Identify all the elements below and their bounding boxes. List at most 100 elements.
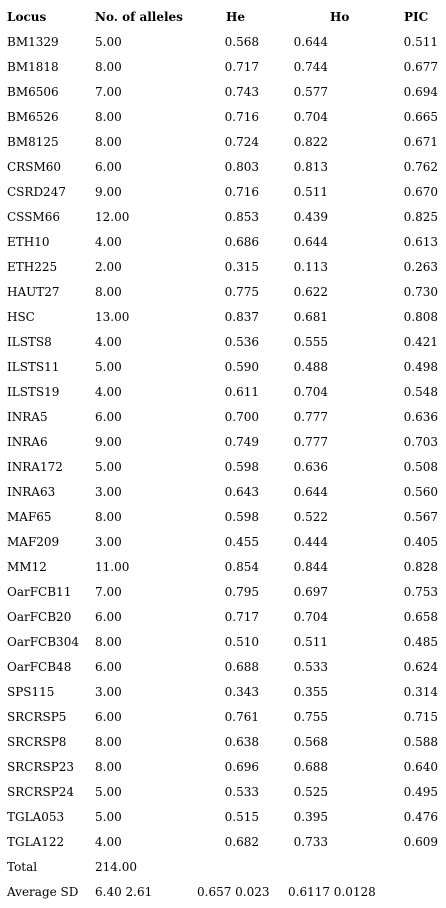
- cell-he: 0.775: [224, 285, 259, 299]
- cell-ho: 0.622: [293, 285, 328, 299]
- total-alleles: 214.00: [95, 860, 137, 874]
- cell-alleles: 11.00: [95, 560, 130, 574]
- table-row: CRSM60 6.00 0.803 0.813 0.762: [0, 155, 446, 180]
- cell-pic: 0.405: [403, 535, 438, 549]
- cell-he: 0.717: [224, 60, 259, 74]
- cell-alleles: 5.00: [95, 360, 122, 374]
- cell-pic: 0.730: [403, 285, 438, 299]
- cell-he: 0.590: [224, 360, 259, 374]
- cell-ho: 0.681: [293, 310, 328, 324]
- cell-pic: 0.828: [403, 560, 438, 574]
- cell-ho: 0.355: [293, 685, 328, 699]
- table-row: SRCRSP23 8.00 0.696 0.688 0.640: [0, 755, 446, 780]
- cell-alleles: 8.00: [95, 110, 122, 124]
- cell-locus: BM8125: [7, 135, 59, 149]
- cell-pic: 0.825: [403, 210, 438, 224]
- table-row: MM12 11.00 0.854 0.844 0.828: [0, 555, 446, 580]
- header-locus: Locus: [7, 10, 47, 24]
- cell-he: 0.743: [224, 85, 259, 99]
- cell-locus: OarFCB11: [7, 585, 72, 599]
- cell-alleles: 6.00: [95, 160, 122, 174]
- cell-locus: ILSTS11: [7, 360, 60, 374]
- cell-he: 0.568: [224, 35, 259, 49]
- table-row: ILSTS19 4.00 0.611 0.704 0.548: [0, 380, 446, 405]
- cell-alleles: 5.00: [95, 810, 122, 824]
- cell-alleles: 9.00: [95, 185, 122, 199]
- cell-he: 0.716: [224, 185, 259, 199]
- table-row: SRCRSP24 5.00 0.533 0.525 0.495: [0, 780, 446, 805]
- cell-alleles: 5.00: [95, 35, 122, 49]
- cell-he: 0.638: [224, 735, 259, 749]
- cell-alleles: 4.00: [95, 385, 122, 399]
- average-label: Average SD: [7, 885, 79, 899]
- cell-locus: MAF209: [7, 535, 60, 549]
- cell-locus: BM1818: [7, 60, 59, 74]
- cell-pic: 0.511: [403, 35, 438, 49]
- total-label: Total: [7, 860, 38, 874]
- cell-locus: INRA63: [7, 485, 56, 499]
- cell-alleles: 8.00: [95, 510, 122, 524]
- cell-he: 0.510: [224, 635, 259, 649]
- cell-alleles: 8.00: [95, 135, 122, 149]
- cell-he: 0.643: [224, 485, 259, 499]
- cell-ho: 0.844: [293, 560, 328, 574]
- cell-locus: OarFCB20: [7, 610, 72, 624]
- cell-locus: TGLA053: [7, 810, 65, 824]
- cell-he: 0.611: [224, 385, 259, 399]
- cell-locus: SRCRSP24: [7, 785, 75, 799]
- cell-locus: CSSM66: [7, 210, 60, 224]
- cell-locus: SRCRSP23: [7, 760, 75, 774]
- cell-alleles: 3.00: [95, 685, 122, 699]
- average-alleles: 6.40 2.61: [95, 885, 153, 899]
- cell-ho: 0.488: [293, 360, 328, 374]
- cell-alleles: 7.00: [95, 585, 122, 599]
- cell-ho: 0.439: [293, 210, 328, 224]
- cell-locus: BM1329: [7, 35, 59, 49]
- cell-alleles: 8.00: [95, 735, 122, 749]
- cell-pic: 0.715: [403, 710, 438, 724]
- cell-he: 0.343: [224, 685, 259, 699]
- cell-alleles: 13.00: [95, 310, 130, 324]
- table-row: OarFCB48 6.00 0.688 0.533 0.624: [0, 655, 446, 680]
- cell-ho: 0.511: [293, 185, 328, 199]
- table-row: CSSM66 12.00 0.853 0.439 0.825: [0, 205, 446, 230]
- cell-pic: 0.609: [403, 835, 438, 849]
- cell-pic: 0.808: [403, 310, 438, 324]
- cell-alleles: 4.00: [95, 335, 122, 349]
- header-pic: PIC: [404, 10, 429, 24]
- cell-pic: 0.636: [403, 410, 438, 424]
- cell-alleles: 8.00: [95, 760, 122, 774]
- cell-he: 0.598: [224, 510, 259, 524]
- cell-he: 0.598: [224, 460, 259, 474]
- cell-pic: 0.421: [403, 335, 438, 349]
- cell-locus: ETH225: [7, 260, 58, 274]
- cell-he: 0.533: [224, 785, 259, 799]
- cell-ho: 0.777: [293, 410, 328, 424]
- table-row: HSC 13.00 0.837 0.681 0.808: [0, 305, 446, 330]
- cell-locus: TGLA122: [7, 835, 65, 849]
- table-row: OarFCB20 6.00 0.717 0.704 0.658: [0, 605, 446, 630]
- cell-alleles: 8.00: [95, 635, 122, 649]
- cell-pic: 0.670: [403, 185, 438, 199]
- cell-alleles: 3.00: [95, 535, 122, 549]
- cell-ho: 0.522: [293, 510, 328, 524]
- table-row: MAF65 8.00 0.598 0.522 0.567: [0, 505, 446, 530]
- cell-he: 0.795: [224, 585, 259, 599]
- average-he: 0.657 0.023: [197, 885, 270, 899]
- cell-ho: 0.525: [293, 785, 328, 799]
- cell-ho: 0.577: [293, 85, 328, 99]
- cell-he: 0.696: [224, 760, 259, 774]
- cell-pic: 0.508: [403, 460, 438, 474]
- cell-he: 0.837: [224, 310, 259, 324]
- cell-locus: CSRD247: [7, 185, 66, 199]
- cell-locus: ETH10: [7, 235, 50, 249]
- table-row: OarFCB304 8.00 0.510 0.511 0.485: [0, 630, 446, 655]
- cell-pic: 0.762: [403, 160, 438, 174]
- table-row: INRA5 6.00 0.700 0.777 0.636: [0, 405, 446, 430]
- cell-alleles: 2.00: [95, 260, 122, 274]
- cell-pic: 0.498: [403, 360, 438, 374]
- cell-ho: 0.644: [293, 35, 328, 49]
- total-row: Total 214.00: [0, 855, 446, 880]
- cell-he: 0.749: [224, 435, 259, 449]
- table-row: BM6506 7.00 0.743 0.577 0.694: [0, 80, 446, 105]
